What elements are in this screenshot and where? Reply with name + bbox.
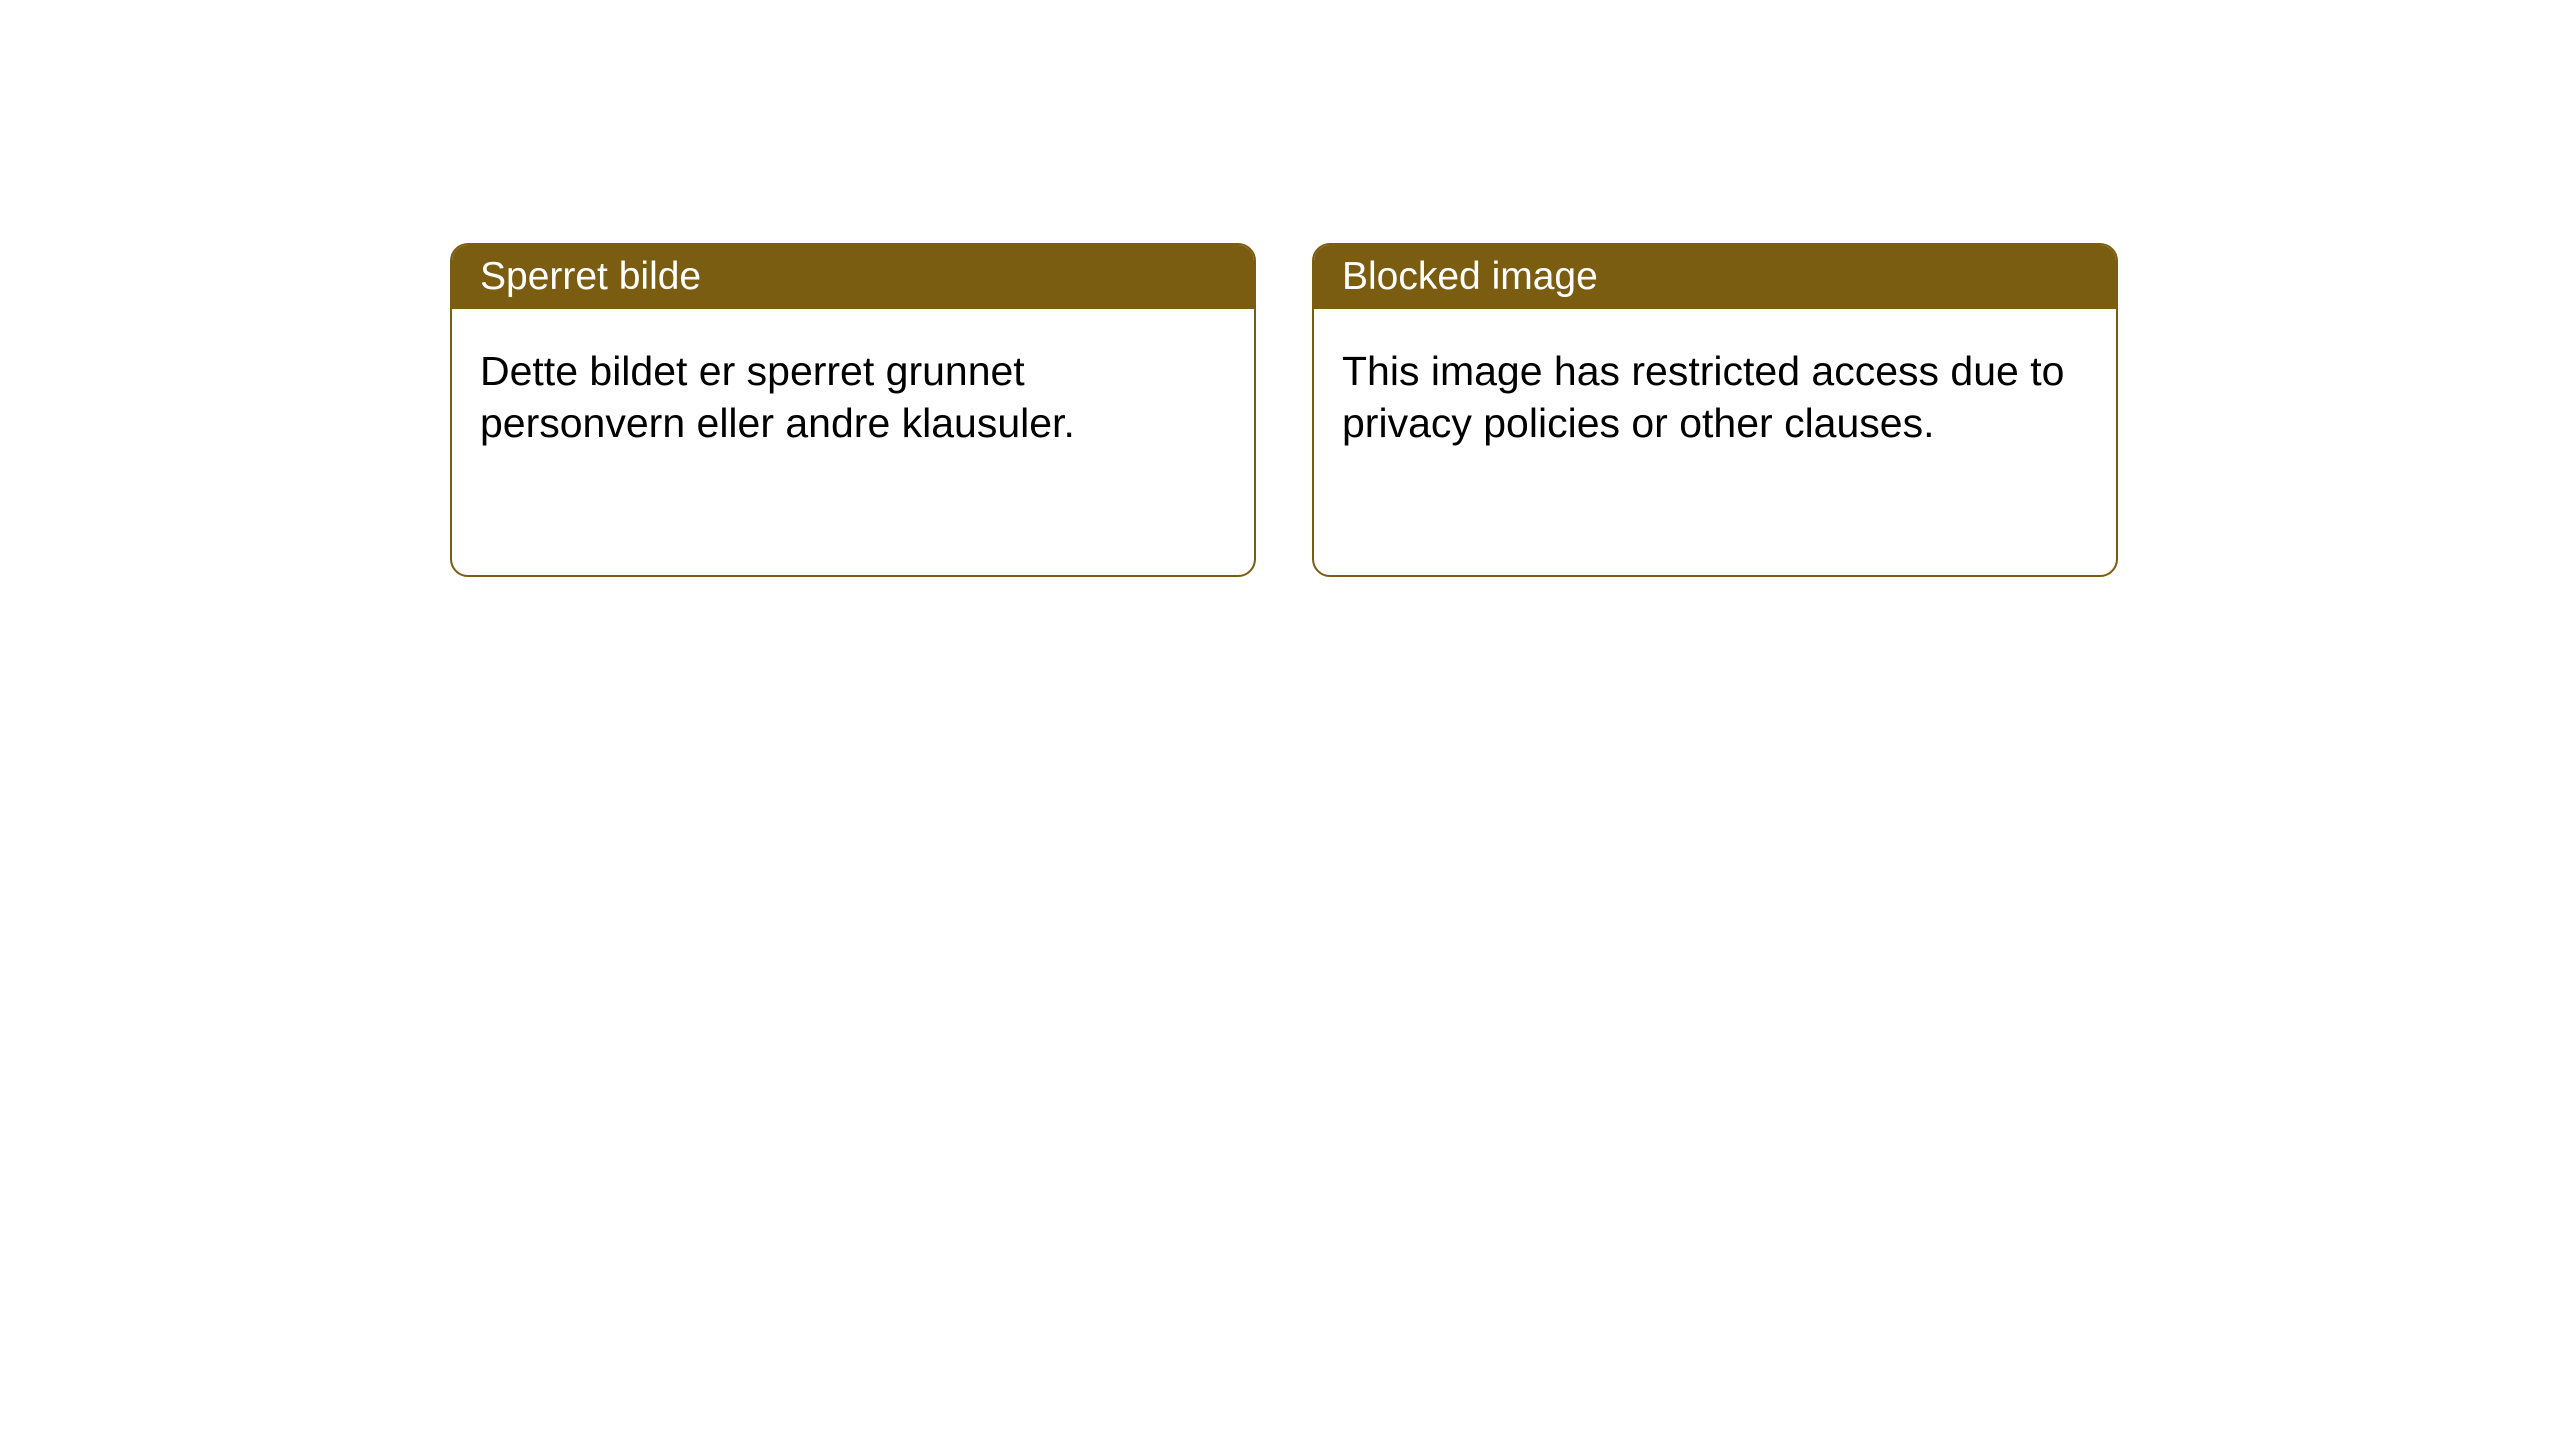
card-title-no: Sperret bilde [480, 255, 701, 298]
cards-container: Sperret bilde Dette bildet er sperret gr… [0, 0, 2560, 577]
card-header-no: Sperret bilde [452, 245, 1254, 309]
blocked-image-card-en: Blocked image This image has restricted … [1312, 243, 2118, 577]
blocked-image-card-no: Sperret bilde Dette bildet er sperret gr… [450, 243, 1256, 577]
card-body-no: Dette bildet er sperret grunnet personve… [452, 309, 1254, 486]
card-message-no: Dette bildet er sperret grunnet personve… [480, 348, 1075, 446]
card-header-en: Blocked image [1314, 245, 2116, 309]
card-title-en: Blocked image [1342, 255, 1598, 298]
card-body-en: This image has restricted access due to … [1314, 309, 2116, 486]
card-message-en: This image has restricted access due to … [1342, 348, 2064, 446]
